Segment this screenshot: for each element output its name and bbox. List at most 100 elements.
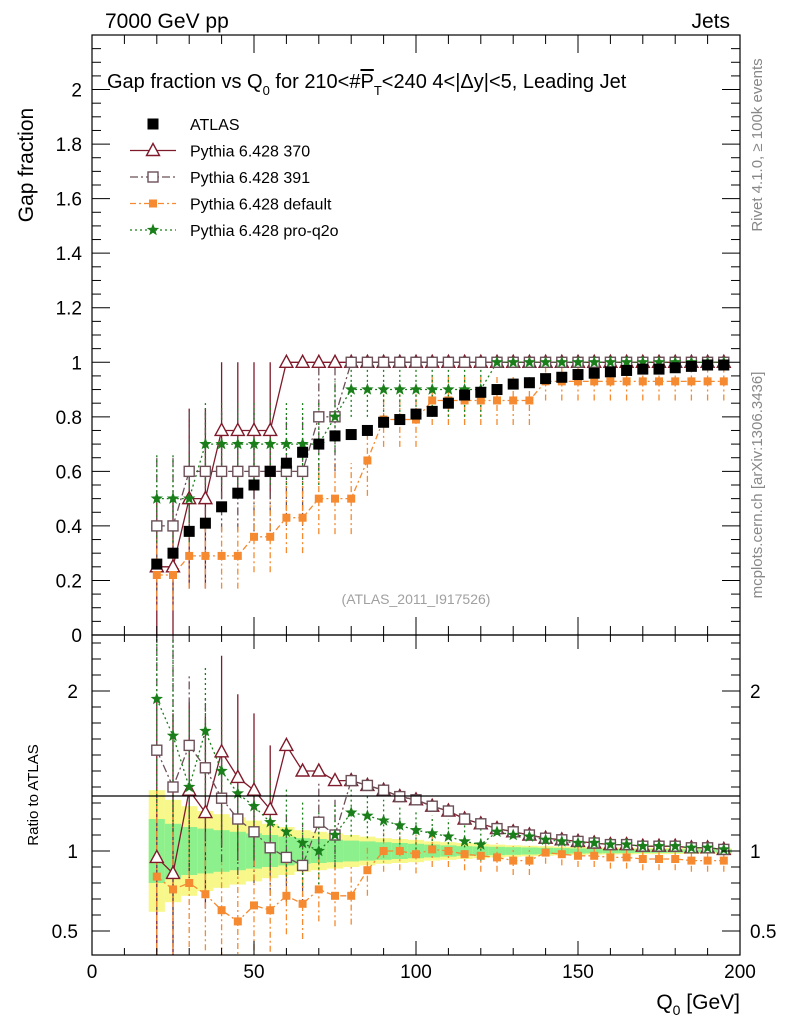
point-pq2o (523, 355, 536, 368)
ratio-point-pq2o (442, 830, 455, 842)
ratio-point-pdefault (201, 890, 210, 899)
ratio-point-pdefault (703, 856, 712, 865)
ratio-point-pdefault (217, 906, 226, 915)
ratio-point-pq2o (685, 841, 698, 854)
point-p370 (327, 353, 343, 368)
point-pdefault (493, 396, 501, 405)
series-line-pdefault (156, 380, 724, 576)
ratio-point-pq2o (377, 814, 390, 826)
ratio-point-pq2o (231, 786, 244, 799)
ratio-point-pdefault (185, 879, 194, 887)
ratio-point-pq2o (555, 834, 568, 847)
legend-marker-p391 (147, 171, 159, 183)
legend-label-atlas: ATLAS (190, 117, 240, 134)
ratio-point-pq2o (280, 825, 293, 838)
legend-label-pdefault: Pythia 6.428 default (190, 197, 332, 214)
y-tick-label-ratio: 2 (67, 682, 78, 703)
atlas-data-point (604, 366, 616, 378)
y-tick-label-ratio: 1 (67, 842, 78, 863)
ratio-point-pdefault (509, 856, 518, 865)
y-tick-label-ratio: 0.5 (52, 922, 78, 943)
point-p370 (197, 490, 214, 505)
atlas-data-point (378, 416, 390, 428)
ratio-point-p391 (296, 859, 309, 872)
ratio-point-pq2o (215, 764, 228, 777)
atlas-data-point (248, 479, 260, 491)
atlas-data-point (151, 558, 163, 570)
ratio-point-pq2o (393, 818, 406, 831)
point-p370 (213, 421, 230, 437)
ratio-point-pdefault (687, 856, 696, 865)
point-pq2o (636, 355, 649, 368)
ratio-point-p391 (232, 813, 244, 825)
ratio-point-pq2o (539, 833, 552, 846)
y-tick-label-main: 1.4 (56, 244, 83, 265)
ratio-point-pq2o (490, 825, 504, 838)
ratio-point-pdefault (250, 901, 258, 910)
point-pdefault (719, 377, 728, 386)
ratio-point-pdefault (638, 855, 647, 863)
point-pq2o (571, 355, 585, 368)
point-p391 (426, 356, 438, 368)
ratio-point-pdefault (476, 851, 485, 860)
legend-marker-pq2o (146, 223, 160, 236)
atlas-data-point (442, 397, 454, 409)
rivet-version-label: Rivet 4.1.0, ≥ 100k events (749, 58, 766, 231)
point-pdefault (152, 571, 161, 579)
point-pq2o (264, 437, 277, 450)
atlas-data-point (280, 457, 292, 469)
atlas-data-point (540, 373, 552, 385)
atlas-data-point (297, 446, 309, 458)
point-pq2o (409, 383, 423, 395)
point-pq2o (669, 355, 682, 368)
ratio-point-pdefault (282, 891, 291, 900)
ratio-point-pq2o (361, 809, 374, 822)
ratio-point-pdefault (606, 853, 615, 862)
point-pdefault (525, 396, 534, 405)
point-pdefault (217, 551, 226, 560)
point-pdefault (169, 571, 177, 579)
point-pq2o (183, 492, 196, 504)
y-tick-label-ratio-right: 1 (750, 842, 761, 863)
ratio-point-pdefault (574, 851, 582, 860)
ratio-point-pdefault (266, 906, 275, 915)
atlas-data-point (702, 359, 714, 371)
ratio-point-p391 (426, 800, 438, 812)
atlas-data-point (410, 408, 422, 420)
atlas-data-point (459, 389, 471, 401)
point-pq2o (588, 355, 601, 368)
ratio-point-pq2o (717, 842, 730, 855)
point-pq2o (507, 355, 520, 368)
point-pq2o (490, 355, 504, 368)
series-line-p370 (156, 361, 724, 568)
ratio-point-p370 (213, 743, 230, 758)
point-p370 (311, 353, 327, 368)
ratio-point-pdefault (412, 850, 420, 859)
point-pq2o (652, 355, 666, 368)
y-axis-label-main: Gap fraction (15, 108, 38, 222)
ratio-point-pdefault (395, 847, 404, 855)
point-pdefault (622, 377, 631, 386)
ratio-point-p370 (165, 864, 181, 880)
point-p370 (230, 421, 246, 437)
atlas-data-point (718, 359, 730, 371)
band-inner-bin (472, 846, 489, 856)
y-tick-label-main: 0.8 (56, 408, 82, 429)
atlas-data-point (588, 367, 600, 379)
point-p391 (361, 356, 374, 368)
ratio-point-p391 (361, 779, 374, 792)
ratio-point-pq2o (652, 839, 666, 852)
point-pdefault (185, 551, 194, 560)
ratio-point-p391 (475, 818, 487, 830)
point-pdefault (590, 377, 599, 386)
ratio-point-pq2o (409, 823, 423, 836)
ratio-point-pdefault (655, 855, 663, 863)
point-pq2o (166, 492, 180, 504)
point-pq2o (231, 437, 244, 450)
header-left: 7000 GeV pp (105, 10, 229, 33)
chart-title: Gap fraction vs Q0 for 210<#PT<240 4<|Δy… (107, 71, 627, 98)
atlas-data-point (621, 364, 633, 376)
y-axis-label-ratio: Ratio to ATLAS (25, 744, 42, 845)
ratio-point-pq2o (604, 838, 617, 850)
ratio-point-p370 (311, 762, 327, 777)
